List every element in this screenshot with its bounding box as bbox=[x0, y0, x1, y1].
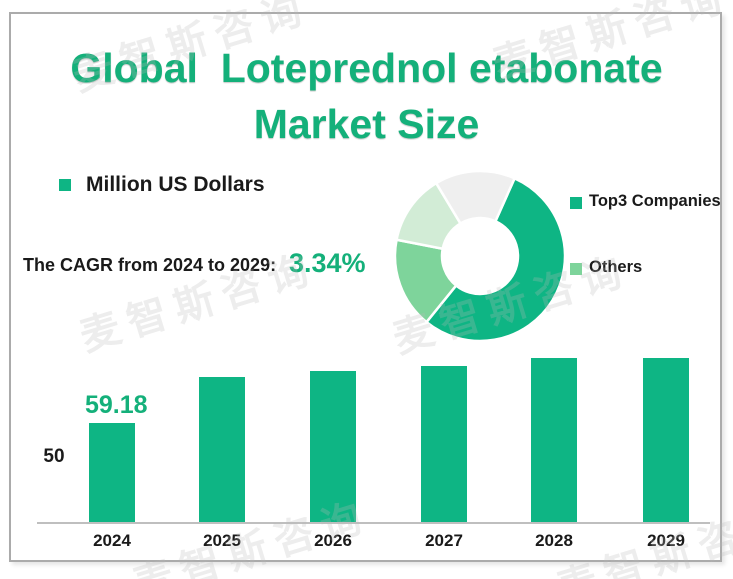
x-axis-label-2029: 2029 bbox=[647, 531, 685, 550]
bar-2029 bbox=[643, 358, 689, 522]
legend-label-top3-companies: Top3 Companies bbox=[589, 192, 721, 210]
cagr-label: The CAGR from 2024 to 2029: bbox=[23, 255, 277, 275]
bar-2028 bbox=[531, 358, 577, 522]
page-title-line1: Global Loteprednol etabonate bbox=[70, 45, 663, 91]
x-axis-line bbox=[37, 522, 710, 524]
donut-chart bbox=[393, 169, 567, 343]
bar-2024 bbox=[89, 423, 135, 522]
donut-segment-remainder-gray bbox=[434, 169, 517, 226]
x-axis-label-2025: 2025 bbox=[203, 531, 241, 550]
chart-frame-border bbox=[9, 12, 722, 562]
x-axis-label-2024: 2024 bbox=[93, 531, 131, 550]
page-title-line2: Market Size bbox=[253, 101, 480, 147]
x-axis-label-2026: 2026 bbox=[314, 531, 352, 550]
x-axis-label-2028: 2028 bbox=[535, 531, 573, 550]
bar-2025 bbox=[199, 377, 245, 522]
bar-value-label-2024: 59.18 bbox=[85, 391, 148, 419]
donut-segment-top3-companies bbox=[424, 176, 567, 343]
cagr-value: 3.34% bbox=[289, 248, 366, 278]
unit-legend-swatch-icon bbox=[59, 179, 71, 191]
y-axis-tick-50: 50 bbox=[43, 446, 65, 467]
bar-2026 bbox=[310, 371, 356, 522]
legend-label-others: Others bbox=[589, 258, 643, 276]
bar-2027 bbox=[421, 366, 467, 522]
legend-swatch-top3-icon bbox=[570, 197, 582, 209]
legend-swatch-others-icon bbox=[570, 263, 582, 275]
unit-legend-label: Million US Dollars bbox=[86, 173, 265, 196]
x-axis-label-2027: 2027 bbox=[425, 531, 463, 550]
